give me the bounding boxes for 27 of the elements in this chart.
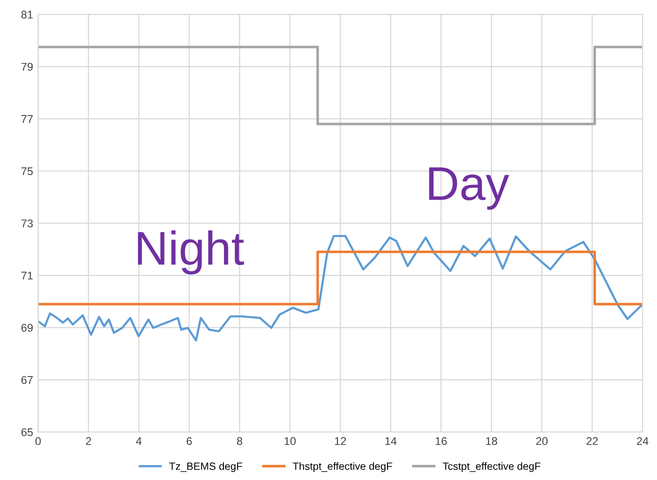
x-tick-label: 20 (536, 437, 548, 446)
annotation: Night (138, 230, 244, 274)
x-tick-label: 4 (136, 437, 142, 445)
annotation: Day (429, 167, 510, 210)
x-tick-label: 16 (436, 437, 447, 446)
y-tick-label: 69 (21, 324, 33, 332)
x-tick-label: 0 (35, 437, 41, 446)
x-tick-label: 22 (586, 437, 598, 445)
legend-label: Tz_BEMS degF (169, 462, 242, 472)
y-tick-label: 67 (21, 376, 33, 384)
y-tick-label: 65 (21, 428, 33, 436)
y-tick-label: 79 (21, 62, 33, 71)
x-tick-label: 24 (636, 437, 648, 445)
y-tick-label: 71 (21, 272, 33, 280)
x-tick-label: 8 (236, 437, 242, 446)
x-tick-label: 10 (284, 437, 296, 446)
x-tick-label: 14 (385, 437, 397, 445)
y-tick-label: 73 (21, 219, 33, 228)
x-tick-label: 6 (186, 437, 192, 446)
x-tick-label: 2 (86, 437, 92, 445)
y-tick-label: 75 (21, 167, 33, 176)
legend-label: Thstpt_effective degF (292, 462, 392, 472)
x-tick-label: 18 (486, 437, 498, 446)
legend-label: Tcstpt_effective degF (442, 462, 540, 472)
y-tick-label: 81 (21, 10, 33, 19)
y-tick-label: 77 (21, 115, 33, 123)
x-tick-label: 12 (334, 437, 346, 445)
